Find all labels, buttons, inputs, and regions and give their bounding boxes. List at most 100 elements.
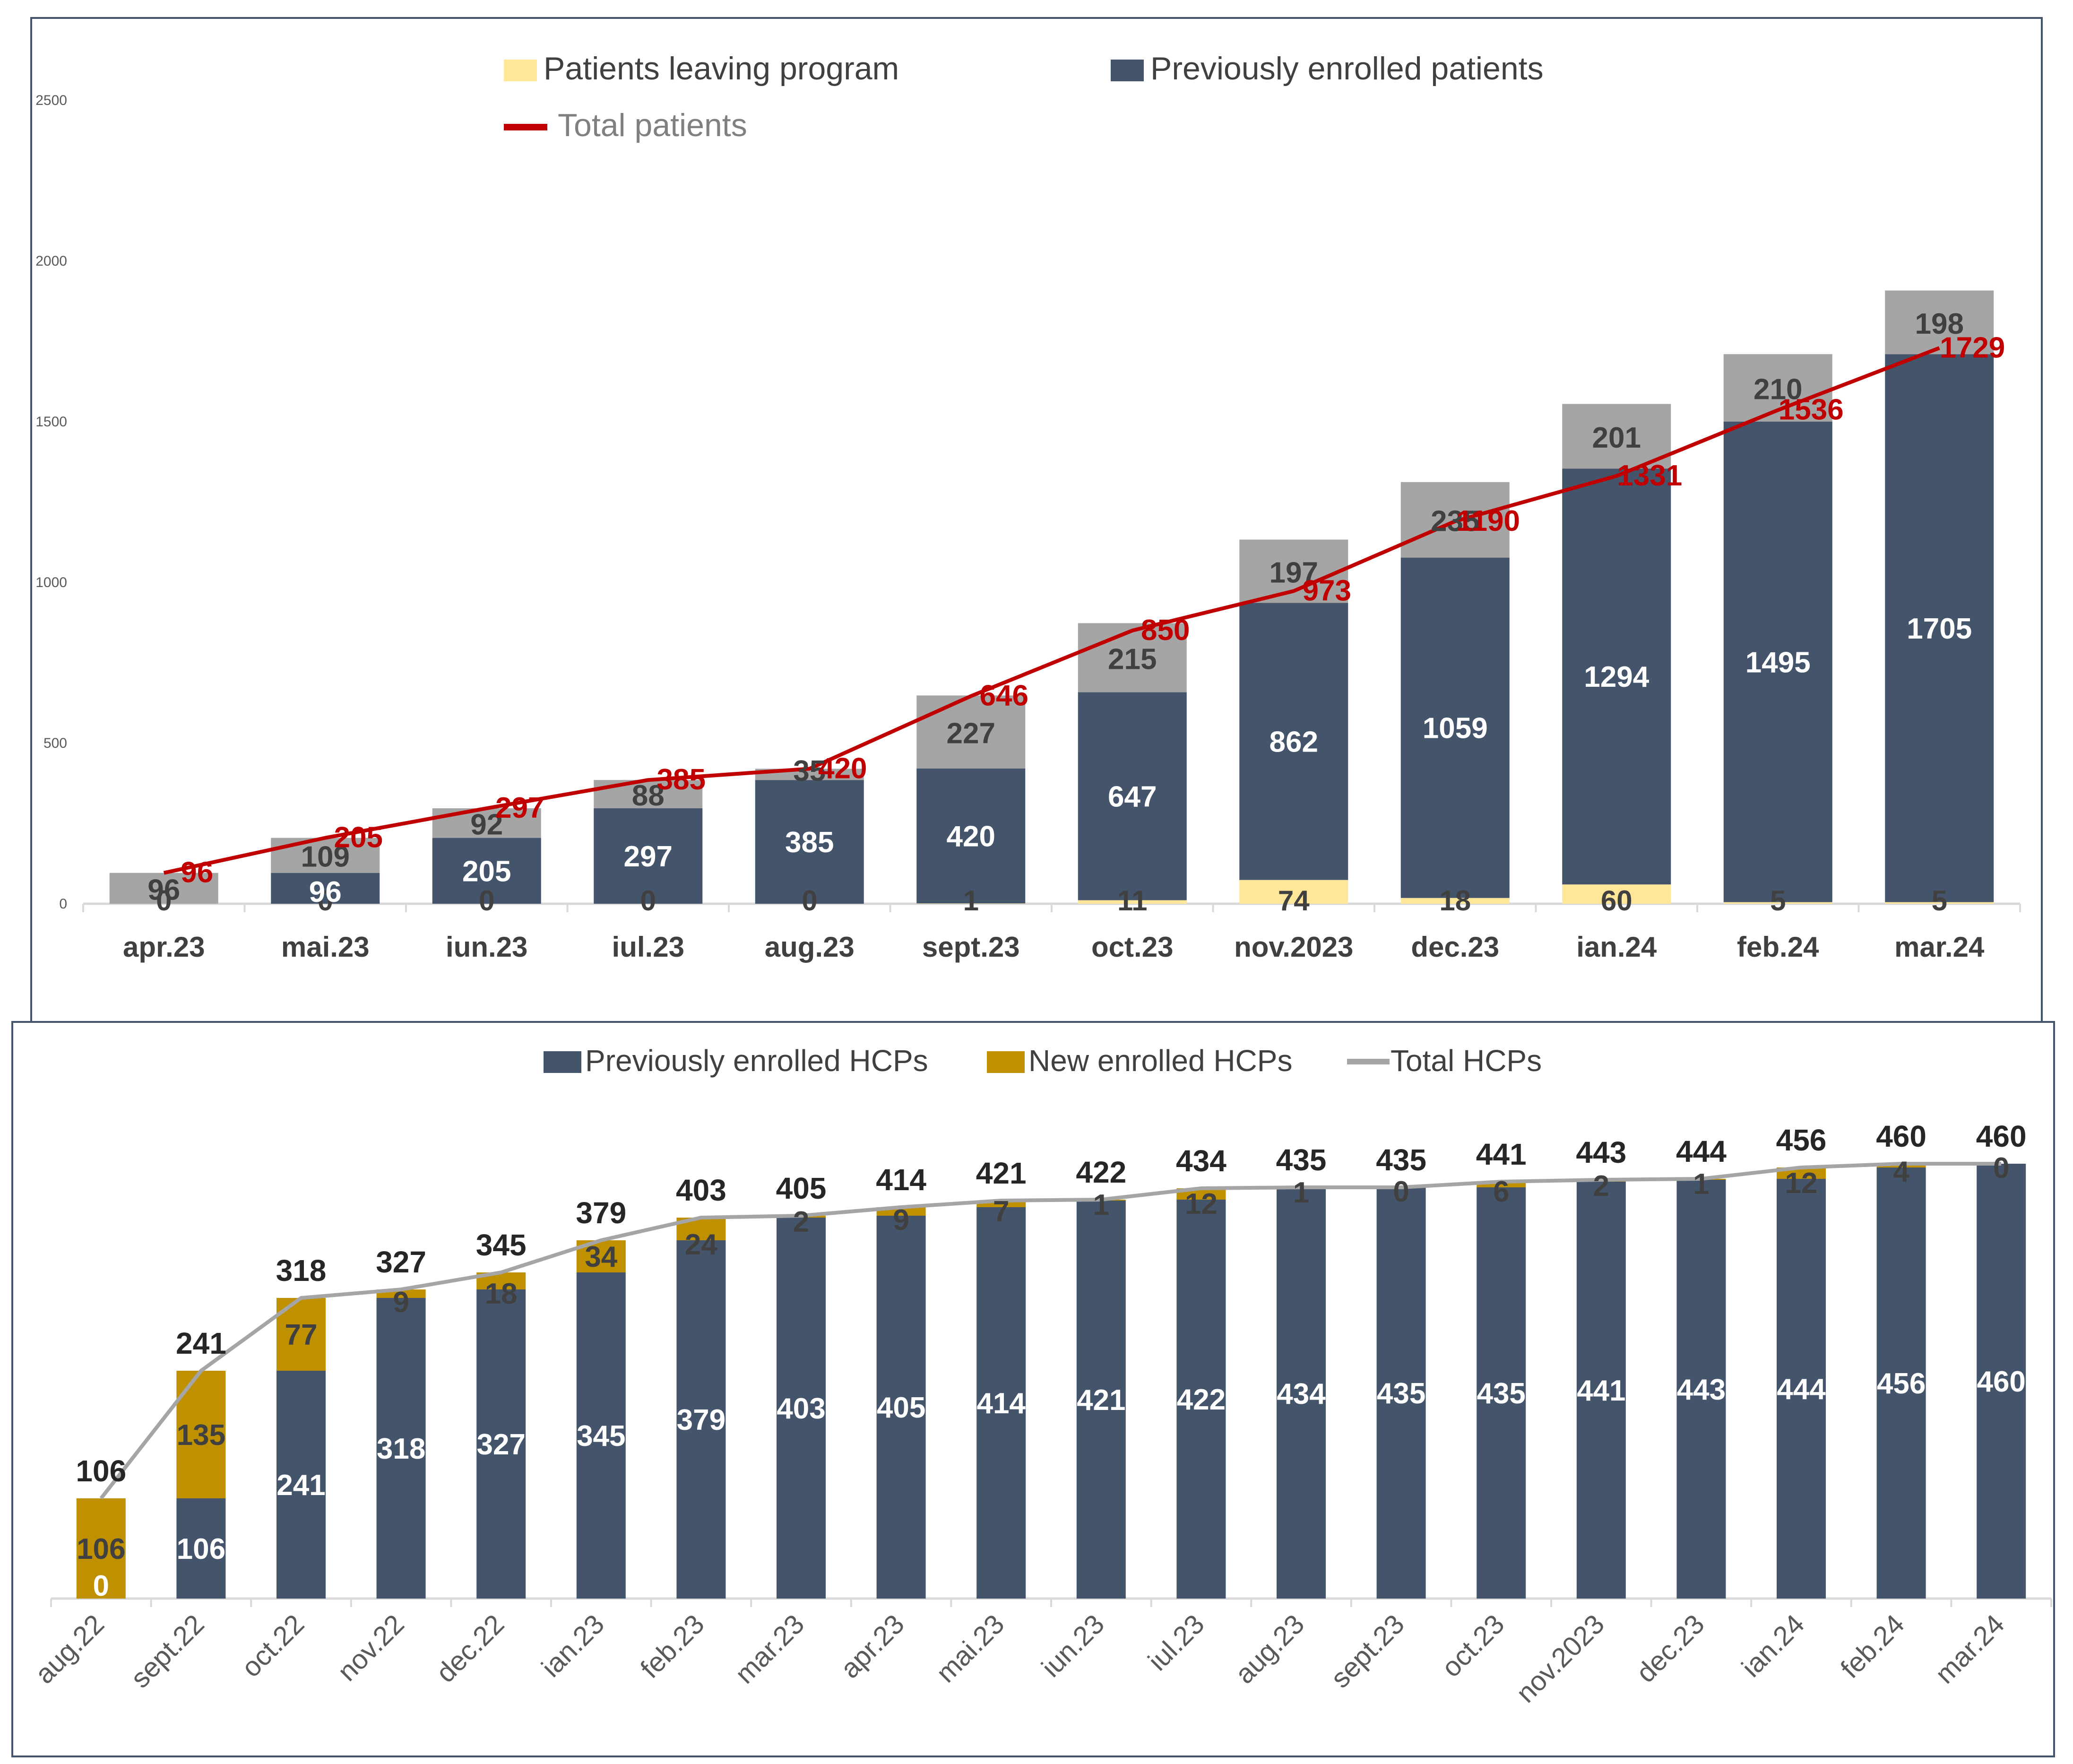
y-tick-label: 0: [59, 896, 67, 912]
data-label-new-enrolled-hcps: 34: [585, 1241, 617, 1273]
data-label-new-patients: 35: [793, 755, 826, 787]
bar-segment-previously-enrolled-hcps: [176, 1498, 226, 1599]
data-label-total-patients: 1536: [1779, 394, 1844, 426]
data-label-new-patients: 92: [470, 808, 503, 841]
y-tick-label: 1500: [35, 414, 67, 430]
data-label-leaving: 0: [156, 885, 172, 917]
y-tick-label: 2500: [35, 93, 67, 108]
bar-segment-previously-enrolled-hcps: [1477, 1187, 1526, 1599]
data-label-leaving: 0: [640, 885, 656, 917]
data-label-new-enrolled-hcps: 12: [1785, 1167, 1818, 1200]
data-label-previously-enrolled-hcps: 241: [276, 1469, 325, 1502]
x-tick-label: iun.23: [446, 931, 527, 963]
bar-segment-previously-enrolled: [755, 780, 864, 904]
legend-swatch-leaving: [504, 60, 537, 81]
patients-data-labels: 096 0961090205920297880385351420227116472…: [147, 308, 2005, 917]
data-label-previously-enrolled-hcps: 345: [577, 1420, 625, 1453]
data-label-previously-enrolled-hcps: 435: [1477, 1377, 1525, 1410]
data-label-total-hcps: 106: [76, 1454, 126, 1488]
data-label-total-hcps: 405: [776, 1171, 827, 1205]
data-label-previously-enrolled: 297: [624, 840, 673, 873]
patients-x-axis-labels: apr.23 mai.23 iun.23 iul.23 aug.23 sept.23 oct…: [123, 931, 1985, 963]
data-label-total-hcps: 434: [1176, 1144, 1227, 1178]
legend-label-previously-enrolled: Previously enrolled patients: [1150, 51, 1544, 86]
bar-segment-previously-enrolled: [271, 873, 380, 904]
data-label-new-enrolled-hcps: 1: [1293, 1176, 1309, 1209]
data-label-previously-enrolled: 420: [947, 821, 995, 853]
data-label-leaving: 11: [1117, 885, 1147, 917]
bar-segment-previously-enrolled: [1562, 468, 1671, 885]
data-label-previously-enrolled: 1495: [1745, 646, 1811, 679]
y-tick-label: 1000: [35, 575, 67, 590]
data-label-previously-enrolled: 96: [309, 876, 342, 908]
data-label-new-enrolled-hcps: 9: [393, 1286, 409, 1319]
data-label-leaving: 0: [802, 885, 817, 917]
data-label-previously-enrolled-hcps: 414: [976, 1387, 1026, 1420]
data-label-total-hcps: 421: [976, 1156, 1027, 1190]
bar-segment-previously-enrolled-hcps: [1777, 1179, 1826, 1599]
bar-segment-previously-enrolled-hcps: [1876, 1167, 1926, 1599]
data-label-new-patients: 201: [1592, 422, 1641, 454]
data-label-new-enrolled-hcps: 2: [793, 1206, 809, 1238]
data-label-new-patients: 235: [1431, 505, 1479, 538]
bar-segment-previously-enrolled-hcps: [1676, 1180, 1726, 1599]
data-label-new-enrolled-hcps: 9: [893, 1204, 909, 1237]
data-label-total-hcps: 414: [876, 1163, 926, 1197]
legend-label-total-hcps: Total HCPs: [1391, 1044, 1542, 1078]
data-label-previously-enrolled-hcps: 460: [1977, 1366, 2025, 1398]
legend-label-leaving: Patients leaving program: [544, 51, 899, 86]
total-patients-line: [163, 346, 1940, 875]
data-label-previously-enrolled-hcps: 403: [777, 1392, 825, 1425]
data-label-new-patients: 109: [301, 841, 350, 873]
bar-segment-previously-enrolled-hcps: [777, 1218, 826, 1599]
bar-segment-new-patients: [1885, 290, 1994, 355]
data-label-previously-enrolled-hcps: 405: [877, 1392, 925, 1424]
legend-label-total-patients: Total patients: [558, 107, 747, 143]
hcps-x-axis-ticks: [50, 1599, 2052, 1607]
bar-segment-previously-enrolled: [1239, 603, 1348, 880]
data-label-previously-enrolled-hcps: 456: [1877, 1367, 1926, 1400]
data-label-previously-enrolled-hcps: 421: [1077, 1384, 1125, 1417]
data-label-new-patients: 96: [147, 873, 180, 906]
patients-x-axis-ticks: [82, 904, 2021, 912]
data-label-previously-enrolled: 647: [1108, 781, 1157, 813]
data-label-total-hcps: 327: [376, 1245, 426, 1279]
bar-segment-leaving: [1885, 902, 1994, 904]
bar-segment-previously-enrolled: [1078, 692, 1187, 900]
data-label-total-hcps: 443: [1576, 1135, 1626, 1169]
data-label-previously-enrolled-hcps: 444: [1777, 1373, 1826, 1406]
data-label-previously-enrolled-hcps: 422: [1177, 1384, 1226, 1416]
data-label-total-patients: 1729: [1940, 331, 2005, 364]
total-patients-polyline: [163, 346, 1940, 875]
x-tick-label: aug.23: [765, 931, 855, 963]
patients-chart-panel: Patients leaving program Previously enro…: [30, 17, 2043, 1026]
bar-segment-previously-enrolled-hcps: [476, 1289, 526, 1599]
data-label-leaving: 0: [479, 885, 494, 917]
total-hcps-polyline: [99, 1162, 2002, 1500]
bar-segment-leaving: [1562, 884, 1671, 904]
bar-segment-previously-enrolled: [916, 768, 1026, 904]
bar-segment-leaving: [916, 903, 1026, 904]
patients-y-axis: 2500 2000 1500 1000 500 0: [35, 93, 67, 912]
legend-label-previously-enrolled-hcps: Previously enrolled HCPs: [585, 1044, 928, 1078]
data-label-leaving: 5: [1770, 885, 1786, 917]
data-label-total-patients: 420: [818, 752, 867, 785]
data-label-leaving: 5: [1932, 885, 1947, 917]
legend-swatch-new-enrolled-hcps: [987, 1051, 1025, 1073]
data-label-new-enrolled-hcps: 135: [177, 1419, 225, 1452]
bar-segment-previously-enrolled-hcps: [376, 1298, 426, 1599]
data-label-leaving: 1: [963, 885, 979, 917]
bar-segment-previously-enrolled-hcps: [1376, 1187, 1426, 1599]
data-label-total-patients: 96: [181, 856, 213, 889]
x-tick-label: iul.23: [612, 931, 684, 963]
data-label-new-enrolled-hcps: 7: [993, 1195, 1009, 1228]
data-label-total-hcps: 460: [1876, 1119, 1926, 1153]
data-label-total-hcps: 435: [1276, 1143, 1327, 1177]
data-label-total-hcps: 403: [676, 1173, 726, 1207]
bar-segment-previously-enrolled-hcps: [1977, 1164, 2026, 1599]
data-label-new-enrolled-hcps: 18: [485, 1278, 518, 1310]
bar-segment-previously-enrolled-hcps: [276, 1371, 326, 1599]
bar-segment-new-patients: [916, 695, 1026, 769]
y-tick-label: 2000: [35, 253, 67, 269]
